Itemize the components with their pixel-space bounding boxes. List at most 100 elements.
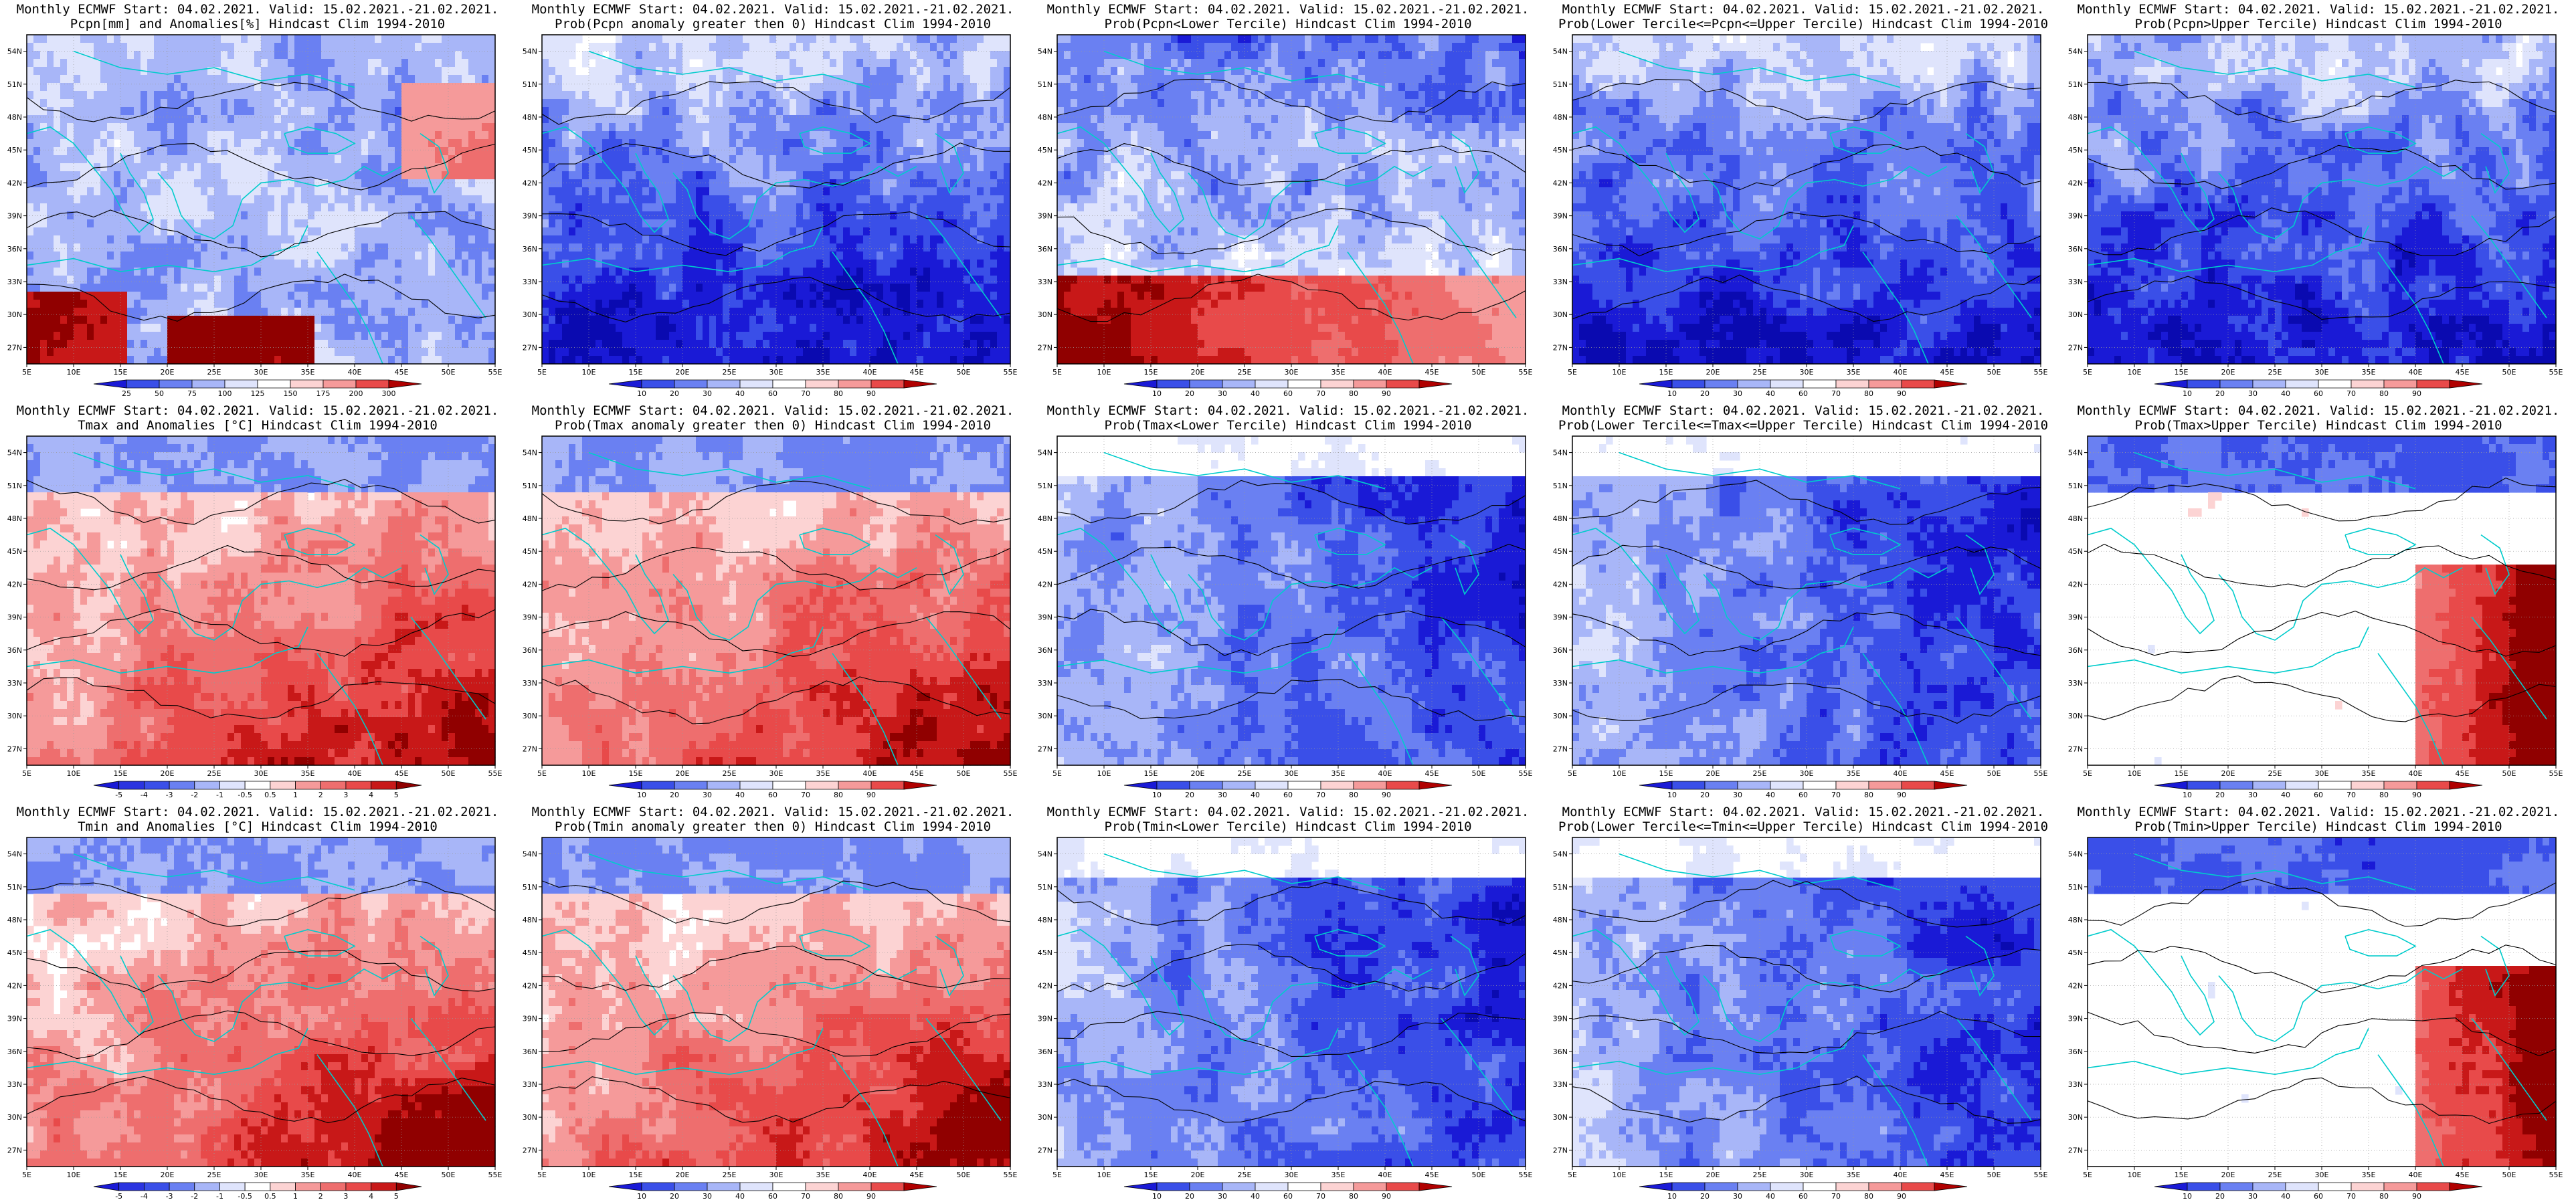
colorbar-swatch [1189, 781, 1223, 790]
colorbar-label: 2 [318, 1192, 323, 1201]
colorbar-swatch [1418, 781, 1453, 790]
panel-title: Prob(Lower Tercile<=Pcpn<=Upper Tercile)… [1546, 16, 2061, 32]
lat-tick-label: 39N [7, 212, 22, 221]
lon-tick-label: 40E [1894, 368, 1908, 377]
lon-tick-label: 20E [676, 1171, 690, 1179]
colorbar-swatch [1737, 781, 1771, 790]
panel-header: Monthly ECMWF Start: 04.02.2021. Valid: … [1546, 1, 2061, 17]
panel-title: Prob(Tmin>Upper Tercile) Hindcast Clim 1… [2061, 819, 2576, 835]
colorbar-swatch [641, 379, 675, 389]
colorbar-swatch [2383, 379, 2417, 389]
colorbar-swatch [1353, 379, 1387, 389]
lon-tick-label: 10E [582, 769, 596, 778]
colorbar-label: 70 [2347, 1192, 2356, 1201]
colorbar-swatch [1222, 1182, 1256, 1191]
colorbar-swatch [805, 781, 839, 790]
map-panel: Monthly ECMWF Start: 04.02.2021. Valid: … [0, 401, 515, 803]
colorbar: 10 20 30 40 60 70 80 90 [2154, 1182, 2483, 1201]
lon-tick-label: 35E [2362, 769, 2376, 778]
colorbar-swatch [169, 1182, 195, 1191]
colorbar-label: 30 [2248, 389, 2258, 398]
lon-tick-label: 15E [1659, 769, 1673, 778]
lon-tick-label: 55E [2034, 1171, 2048, 1179]
lon-tick-label: 10E [1613, 769, 1627, 778]
lon-tick-label: 35E [301, 769, 315, 778]
colorbar-label: 20 [1185, 791, 1194, 799]
colorbar-label: 20 [1700, 791, 1710, 799]
lat-tick-label: 42N [1553, 981, 1568, 990]
lat-tick-label: 27N [7, 343, 22, 352]
coastlines [2087, 853, 2547, 1167]
colorbar-label: 90 [1382, 389, 1391, 398]
lat-tick-label: 45N [7, 146, 22, 155]
lat-tick-label: 51N [1038, 883, 1052, 892]
colorbar-swatch [143, 781, 170, 790]
lat-tick-label: 48N [523, 514, 537, 523]
lon-tick-label: 50E [1472, 769, 1486, 778]
colorbar-swatch [838, 1182, 872, 1191]
colorbar-swatch [1671, 1182, 1706, 1191]
colorbar-swatch [1418, 379, 1453, 389]
lon-tick-label: 40E [863, 368, 877, 377]
lat-tick-label: 48N [7, 113, 22, 122]
panel-title: Prob(Pcpn<Lower Tercile) Hindcast Clim 1… [1030, 16, 1546, 32]
colorbar-swatch [1255, 1182, 1289, 1191]
lat-tick-label: 30N [1553, 1113, 1568, 1122]
colorbar-swatch [143, 1182, 170, 1191]
colorbar-label: 70 [801, 1192, 810, 1201]
colorbar-swatch [739, 379, 773, 389]
colorbar-label: 50 [155, 389, 164, 398]
lat-tick-label: 54N [523, 449, 537, 458]
colorbar-label: -2 [191, 791, 198, 799]
graticule [27, 35, 495, 364]
lon-tick-label: 55E [2034, 368, 2048, 377]
lon-tick-label: 30E [2315, 769, 2329, 778]
colorbar-label: 60 [1283, 791, 1293, 799]
lon-tick-label: 10E [2128, 1171, 2142, 1179]
colorbar-swatch [1835, 781, 1869, 790]
colorbar-swatch [707, 379, 741, 389]
lon-tick-label: 10E [1613, 1171, 1627, 1179]
lon-tick-label: 30E [1285, 1171, 1299, 1179]
shaded-field [27, 837, 496, 1167]
lon-tick-label: 55E [1519, 368, 1533, 377]
lon-tick-label: 50E [957, 769, 971, 778]
coastlines [1572, 452, 2032, 766]
panel-header: Monthly ECMWF Start: 04.02.2021. Valid: … [515, 804, 1030, 820]
lat-tick-label: 42N [2068, 179, 2083, 187]
colorbar-swatch [2449, 781, 2483, 790]
map-panel: Monthly ECMWF Start: 04.02.2021. Valid: … [1030, 0, 1546, 401]
lat-tick-label: 45N [523, 146, 537, 155]
lat-tick-label: 27N [1038, 1146, 1052, 1155]
lat-tick-label: 30N [2068, 1113, 2083, 1122]
panel-title: Tmax and Anomalies [°C] Hindcast Clim 19… [0, 417, 515, 433]
lon-tick-label: 35E [816, 368, 830, 377]
colorbar-label: 80 [1864, 1192, 1873, 1201]
colorbar-label: 0.5 [264, 791, 276, 799]
colorbar-label: 90 [866, 1192, 876, 1201]
lon-tick-label: 45E [910, 1171, 924, 1179]
colorbar-label: -5 [115, 1192, 122, 1201]
map-figure: 5E 10E 15E 20E 25E 30E 35E 40E 45E 50E 55E 27N 30N 33… [7, 34, 502, 398]
colorbar-label: 80 [2379, 389, 2389, 398]
panel-header: Monthly ECMWF Start: 04.02.2021. Valid: … [1546, 403, 2061, 419]
map-figure: 5E 10E 15E 20E 25E 30E 35E 40E 45E 50E 55E 27N 30N 33… [523, 435, 1018, 799]
map-panel: Monthly ECMWF Start: 04.02.2021. Valid: … [2061, 0, 2576, 401]
lat-tick-label: 42N [7, 981, 22, 990]
colorbar-swatch [1123, 379, 1158, 389]
map-panel: Monthly ECMWF Start: 04.02.2021. Valid: … [2061, 803, 2576, 1204]
colorbar-swatch [2351, 379, 2385, 389]
lat-tick-label: 36N [7, 1047, 22, 1056]
colorbar-swatch [1835, 379, 1869, 389]
colorbar-label: 3 [343, 791, 348, 799]
lat-tick-label: 48N [1553, 514, 1568, 523]
graticule [2088, 436, 2556, 765]
lat-tick-label: 33N [2068, 1080, 2083, 1089]
lat-tick-label: 42N [1038, 580, 1052, 589]
lat-tick-label: 30N [523, 712, 537, 720]
colorbar-swatch [1353, 1182, 1387, 1191]
lat-tick-label: 51N [523, 482, 537, 490]
lon-tick-label: 15E [1659, 1171, 1673, 1179]
colorbar-swatch [903, 379, 937, 389]
shaded-field [2088, 837, 2557, 1167]
